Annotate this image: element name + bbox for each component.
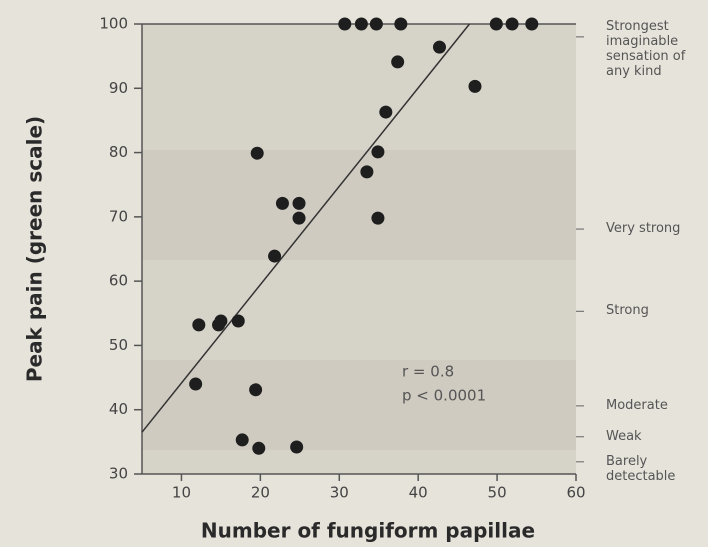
texture-band xyxy=(142,150,576,260)
data-point xyxy=(290,441,303,454)
annotation: r = 0.8 xyxy=(402,363,454,381)
x-tick-label: 10 xyxy=(172,484,191,502)
data-point xyxy=(379,106,392,119)
data-point xyxy=(236,433,249,446)
data-point xyxy=(251,147,264,160)
data-point xyxy=(338,18,351,31)
data-point xyxy=(371,212,384,225)
data-point xyxy=(252,442,265,455)
data-point xyxy=(189,378,202,391)
data-point xyxy=(394,18,407,31)
y2-tick-label: Very strong xyxy=(606,221,708,236)
page: Number of fungiform papillae Peak pain (… xyxy=(0,0,708,547)
y2-tick-label: Barely detectable xyxy=(606,454,708,484)
y-tick-label: 70 xyxy=(109,207,128,225)
chart: Number of fungiform papillae Peak pain (… xyxy=(0,0,708,547)
data-point xyxy=(232,315,245,328)
y-tick-label: 50 xyxy=(109,336,128,354)
data-point xyxy=(371,145,384,158)
data-point xyxy=(293,197,306,210)
y2-tick-label: Moderate xyxy=(606,398,708,413)
y-tick-label: 30 xyxy=(109,465,128,483)
data-point xyxy=(525,18,538,31)
data-point xyxy=(506,18,519,31)
data-point xyxy=(355,18,368,31)
x-tick-label: 50 xyxy=(488,484,507,502)
x-tick-label: 40 xyxy=(409,484,428,502)
y2-tick-label: Strongest imaginable sensation of any ki… xyxy=(606,19,708,79)
x-axis-label: Number of fungiform papillae xyxy=(201,519,535,543)
y-tick-label: 80 xyxy=(109,143,128,161)
data-point xyxy=(490,18,503,31)
data-point xyxy=(214,315,227,328)
x-tick-label: 30 xyxy=(330,484,349,502)
y-tick-label: 100 xyxy=(99,15,128,33)
y-tick-label: 60 xyxy=(109,272,128,290)
data-point xyxy=(276,197,289,210)
data-point xyxy=(391,55,404,68)
y-axis-label: Peak pain (green scale) xyxy=(23,116,47,382)
data-point xyxy=(468,80,481,93)
y2-tick-label: Strong xyxy=(606,303,708,318)
y2-tick-label: Weak xyxy=(606,429,708,444)
data-point xyxy=(268,250,281,263)
x-tick-label: 60 xyxy=(566,484,585,502)
texture-band xyxy=(142,360,576,450)
annotation: p < 0.0001 xyxy=(402,387,486,405)
data-point xyxy=(192,318,205,331)
data-point xyxy=(249,383,262,396)
data-point xyxy=(370,18,383,31)
data-point xyxy=(360,165,373,178)
y-tick-label: 40 xyxy=(109,400,128,418)
data-point xyxy=(293,212,306,225)
y-tick-label: 90 xyxy=(109,79,128,97)
x-tick-label: 20 xyxy=(251,484,270,502)
data-point xyxy=(433,41,446,54)
